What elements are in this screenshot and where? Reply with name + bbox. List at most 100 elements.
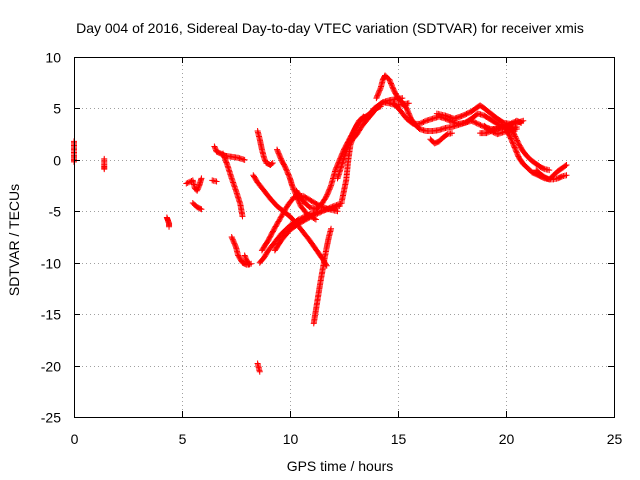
data-point <box>406 111 413 118</box>
data-point <box>563 162 570 168</box>
data-point <box>229 235 236 242</box>
data-point <box>347 136 354 143</box>
data-point <box>443 131 450 138</box>
data-point <box>511 132 518 139</box>
data-point <box>197 205 204 212</box>
data-point <box>325 189 332 195</box>
data-point <box>387 79 394 86</box>
data-point <box>261 156 268 163</box>
data-point <box>404 108 411 114</box>
data-point <box>194 186 201 193</box>
data-point <box>518 119 525 126</box>
data-point <box>290 186 297 193</box>
data-point <box>330 203 337 210</box>
data-point <box>282 165 289 172</box>
data-point <box>514 152 521 159</box>
data-point <box>558 173 565 180</box>
data-point <box>517 119 524 126</box>
data-point <box>276 153 283 159</box>
data-point <box>276 215 283 222</box>
data-point <box>285 171 292 178</box>
data-point <box>312 216 319 223</box>
data-point <box>328 204 335 211</box>
plot-frame <box>74 57 615 418</box>
data-series-seg4 <box>183 175 205 194</box>
data-series-seg27 <box>507 123 553 174</box>
data-point <box>276 151 283 158</box>
data-point <box>317 209 324 216</box>
data-point <box>563 172 570 179</box>
data-point <box>325 187 332 194</box>
data-point <box>326 185 333 192</box>
data-point <box>562 162 569 169</box>
data-point <box>274 220 281 227</box>
data-point <box>405 100 412 107</box>
data-series-seg20 <box>334 103 384 182</box>
data-point <box>198 206 205 213</box>
data-series-seg2 <box>101 155 108 173</box>
data-point <box>212 146 219 153</box>
data-point <box>508 136 515 143</box>
x-tick-label: 15 <box>391 431 407 447</box>
data-point <box>211 144 218 151</box>
x-tick-label: 0 <box>71 431 79 447</box>
data-point <box>374 92 381 99</box>
data-point <box>279 212 286 219</box>
data-point <box>315 209 322 216</box>
y-axis-label: SDTVAR / TECUs <box>6 184 22 296</box>
data-point <box>540 165 547 172</box>
y-tick-labels: -25 -20 -15 -10 -5 0 5 10 <box>41 50 61 426</box>
data-point <box>256 368 263 375</box>
data-point <box>512 133 519 140</box>
data-point <box>281 207 288 214</box>
data-point <box>289 183 296 190</box>
data-point <box>389 83 396 90</box>
data-point <box>232 243 239 249</box>
data-point <box>319 208 326 215</box>
data-point <box>230 237 237 244</box>
data-point <box>510 141 517 148</box>
data-series-seg11 <box>254 128 276 168</box>
data-point <box>377 103 384 110</box>
data-series-seg5 <box>189 200 205 213</box>
data-point <box>376 88 383 95</box>
data-point <box>348 135 355 141</box>
data-point <box>326 204 333 211</box>
data-point <box>386 76 393 83</box>
data-point <box>510 140 517 147</box>
data-point <box>184 179 191 186</box>
data-point <box>325 205 332 212</box>
data-point <box>284 170 291 177</box>
data-point <box>336 201 343 208</box>
data-point <box>241 252 248 259</box>
data-point <box>508 138 515 145</box>
data-point <box>513 136 520 143</box>
data-point <box>274 146 281 153</box>
x-tick-label: 5 <box>179 431 187 447</box>
data-point <box>471 119 478 126</box>
data-point <box>416 120 423 127</box>
data-point <box>376 103 383 110</box>
data-point <box>509 120 516 127</box>
data-point <box>166 223 173 230</box>
y-tick-label: -25 <box>41 410 61 426</box>
data-series-seg6 <box>209 177 220 185</box>
data-point <box>268 160 275 167</box>
y-tick-label: 10 <box>45 50 61 66</box>
data-point <box>515 140 522 147</box>
data-point <box>275 150 282 157</box>
data-point <box>269 159 276 166</box>
x-axis-label: GPS time / hours <box>287 458 394 474</box>
data-point <box>323 206 330 213</box>
data-point <box>285 172 292 179</box>
data-point <box>404 106 411 113</box>
data-point <box>245 261 252 268</box>
data-point <box>373 95 380 102</box>
data-point <box>262 157 269 164</box>
data-point <box>231 241 238 248</box>
data-point <box>507 135 514 142</box>
data-point <box>349 132 356 139</box>
data-point <box>283 167 290 174</box>
data-point <box>290 185 297 192</box>
data-point <box>230 239 237 246</box>
